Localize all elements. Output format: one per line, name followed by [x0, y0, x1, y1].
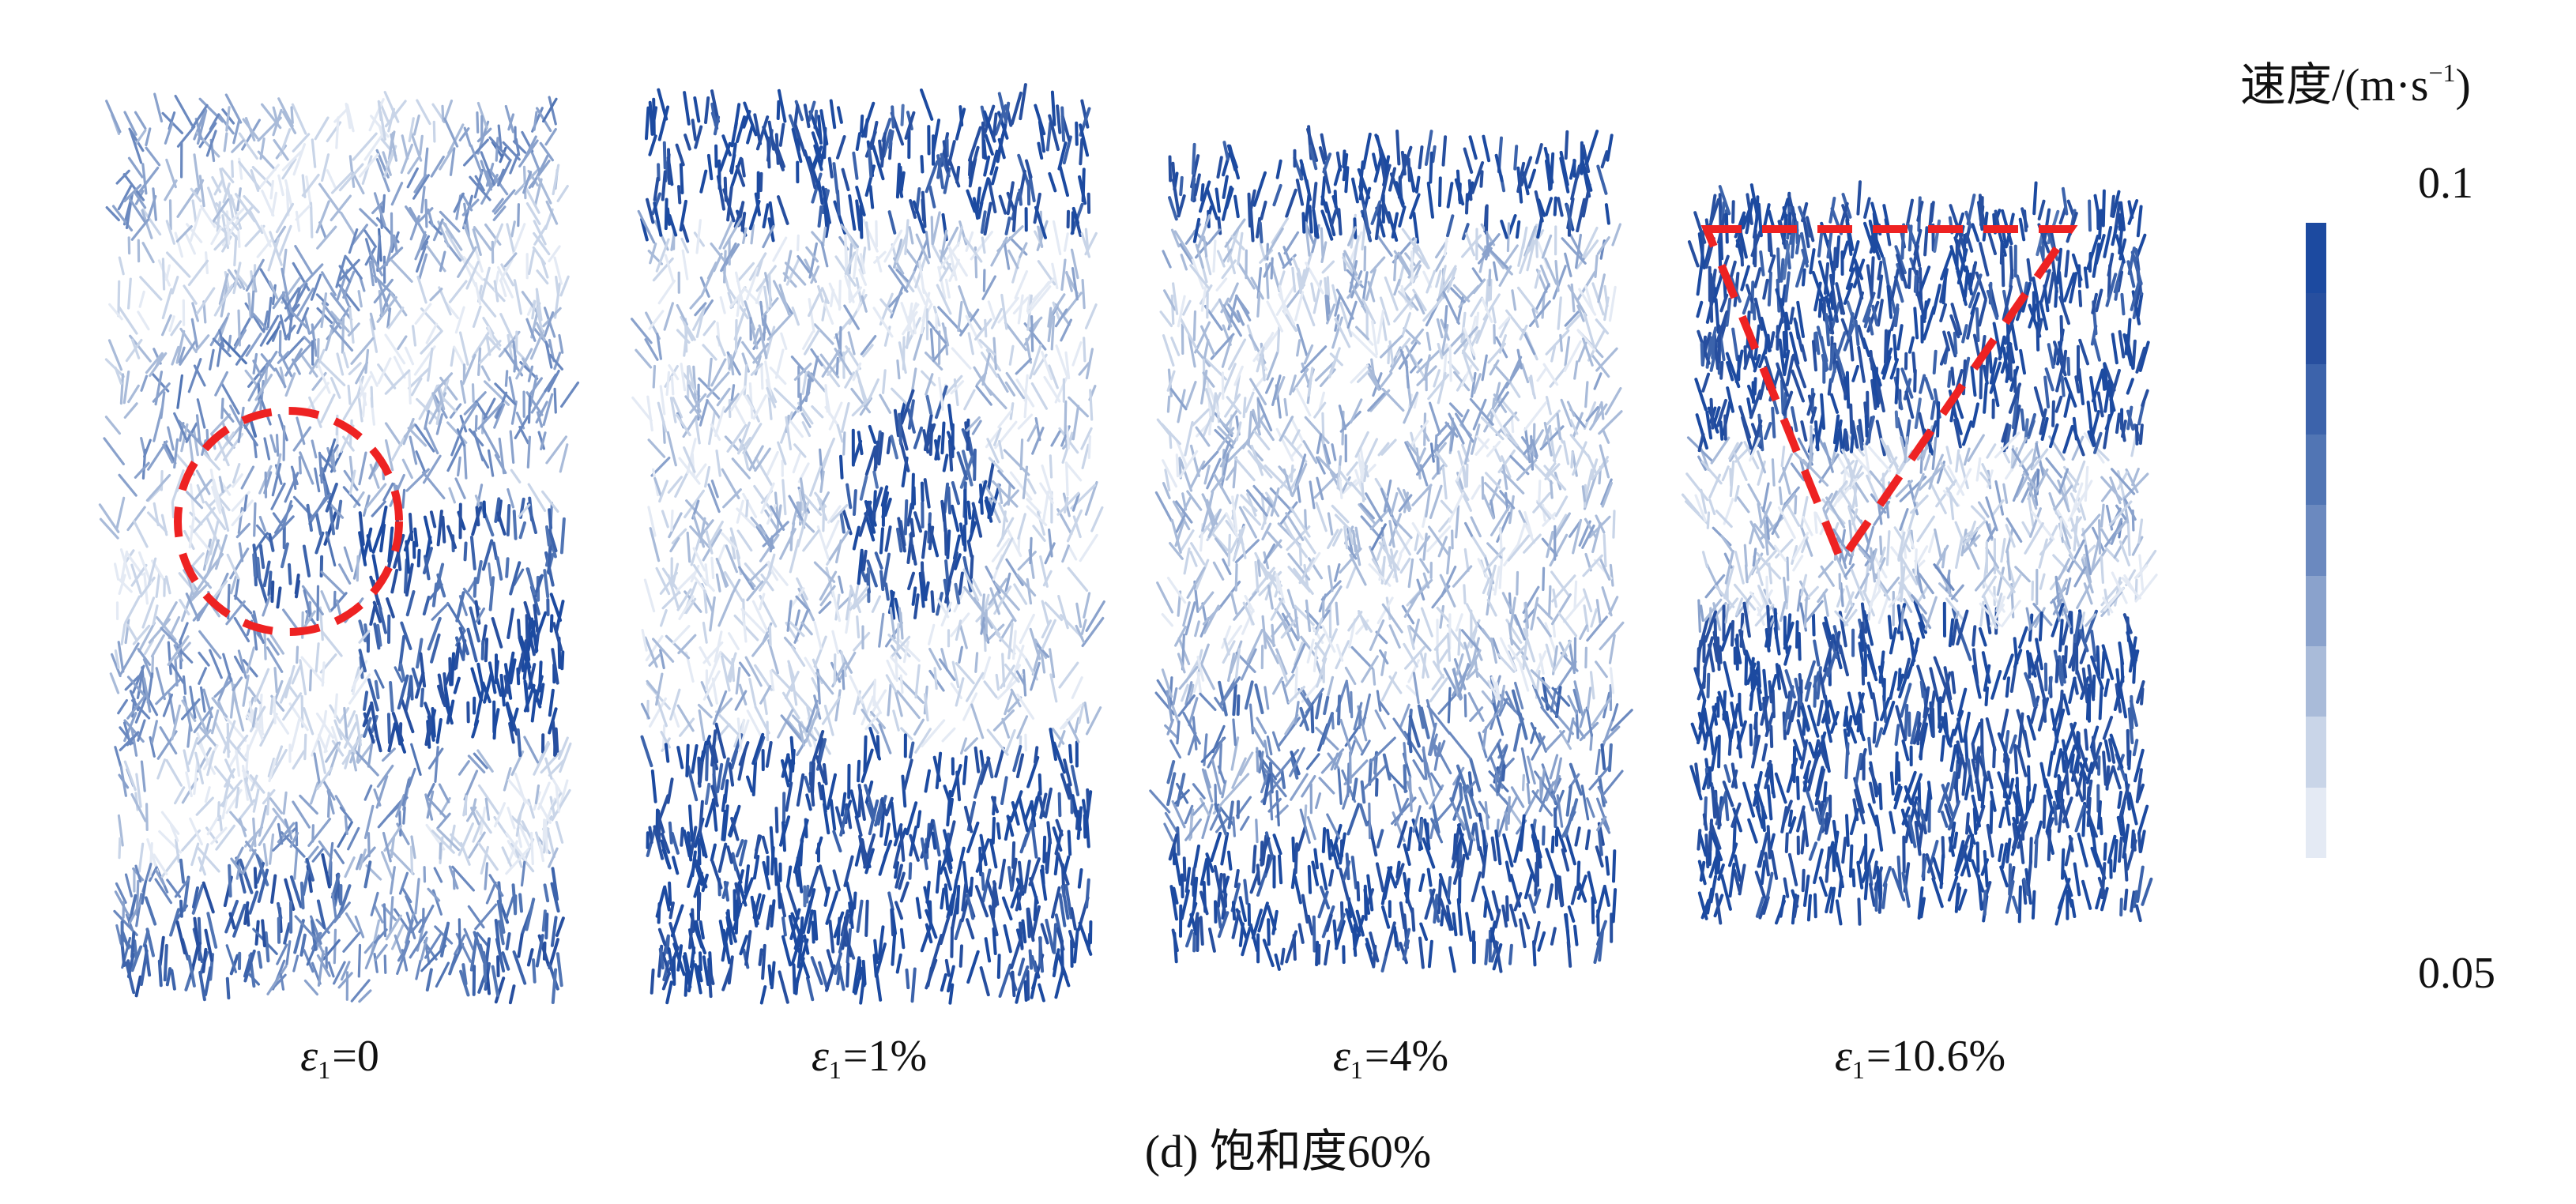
panel-label-eps-1: ε1=1% [811, 1032, 928, 1084]
figure-caption: (d) 饱和度60% [1144, 1126, 1432, 1177]
colorbar-segment [2306, 363, 2326, 435]
vector-field-panel-eps-1 [631, 83, 1105, 1005]
highlight-circle [174, 407, 403, 636]
colorbar-segment [2306, 717, 2326, 788]
colorbar-segment [2306, 434, 2326, 506]
vector-field-panel-eps-0 [98, 90, 580, 1005]
panel-label-eps-10-6: ε1=10.6% [1834, 1032, 2006, 1084]
colorbar-segment [2306, 505, 2326, 576]
vector-arrows [1681, 180, 2158, 926]
velocity-vector-field [1681, 180, 2158, 926]
velocity-vector-field [98, 90, 580, 1005]
vector-field-panel-eps-4 [1149, 119, 1633, 1003]
vector-arrows [1149, 125, 1633, 973]
panel-label-eps-4: ε1=4% [1332, 1032, 1449, 1084]
vector-arrows [631, 83, 1105, 1005]
velocity-colorbar [2306, 223, 2326, 858]
colorbar-segment [2306, 645, 2326, 717]
panel-label-eps-0: ε1=0 [300, 1032, 379, 1084]
colorbar-segment [2306, 293, 2326, 364]
velocity-vector-field [631, 83, 1105, 1005]
vector-arrows [98, 90, 580, 1005]
vector-field-panel-eps-10-6 [1681, 119, 2158, 1003]
colorbar-min-label: 0.05 [2418, 949, 2495, 998]
colorbar-segment [2306, 575, 2326, 646]
colorbar-segment [2306, 787, 2326, 858]
colorbar-title: 速度/(m·s−1) [2240, 58, 2471, 111]
colorbar-max-label: 0.1 [2418, 159, 2473, 208]
velocity-vector-field [1149, 125, 1633, 973]
colorbar-segment [2306, 223, 2326, 294]
highlight-triangle [1700, 225, 2078, 570]
